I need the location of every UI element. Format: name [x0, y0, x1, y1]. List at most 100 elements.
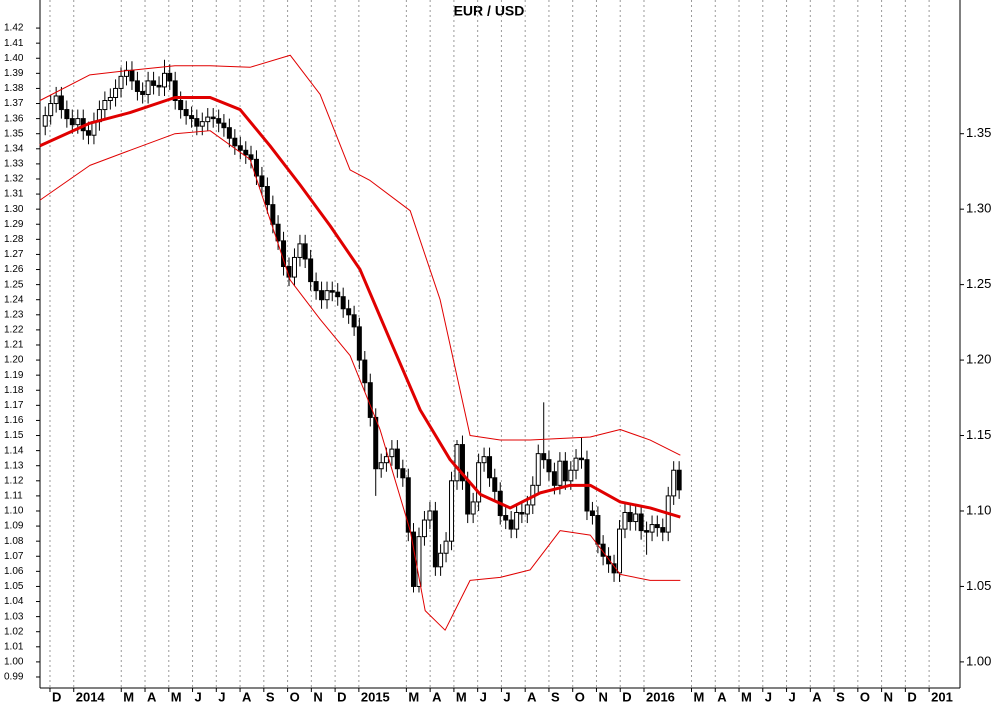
candle-body — [346, 308, 352, 316]
y-tick-label: 1.15 — [4, 430, 24, 441]
candle-body — [210, 116, 216, 120]
candle-body — [595, 515, 601, 545]
y-tick-label: 1.19 — [4, 370, 24, 381]
x-tick-label: D — [907, 689, 916, 704]
candle-body — [600, 543, 606, 557]
x-tick-label: D — [622, 689, 631, 704]
y-tick-label: 1.36 — [4, 113, 24, 124]
candle-body — [394, 448, 400, 470]
y-tick-label: 1.09 — [4, 521, 24, 532]
x-tick-label: D — [52, 689, 61, 704]
x-tick-label: N — [313, 689, 322, 704]
y-tick-label: 1.20 — [4, 355, 24, 366]
candle-body — [194, 118, 200, 127]
candle-body — [524, 504, 530, 515]
candle-body — [443, 540, 449, 554]
y-tick-label: 1.39 — [4, 68, 24, 79]
candle-body — [449, 480, 455, 542]
candle-body — [205, 116, 211, 123]
candle-body — [264, 186, 270, 206]
y-tick-label: 1.21 — [4, 340, 24, 351]
y-tick-label: 1.16 — [4, 415, 24, 426]
candle-body — [416, 536, 422, 587]
candle-body — [405, 477, 411, 533]
candle-body — [671, 469, 677, 497]
candle-body — [226, 127, 232, 139]
x-tick-label: A — [147, 689, 157, 704]
y-tick-label: 1.34 — [4, 143, 24, 154]
candle-body — [492, 477, 498, 492]
candle-body — [324, 290, 330, 301]
x-tick-label: 2014 — [76, 689, 106, 704]
candle-body — [476, 462, 482, 503]
y-tick-label: 1.28 — [4, 234, 24, 245]
candle-body — [373, 416, 379, 470]
candle-body — [167, 72, 173, 82]
candle-body — [459, 444, 465, 482]
y2-tick-label: 1.20 — [966, 352, 991, 367]
y2-tick-label: 1.10 — [966, 502, 991, 517]
candle-body — [589, 510, 595, 517]
y-tick-label: 1.37 — [4, 98, 24, 109]
candle-body — [275, 223, 281, 242]
y-tick-label: 1.03 — [4, 611, 24, 622]
candle-body — [107, 96, 113, 102]
candle-body — [58, 95, 64, 111]
candle-body — [64, 109, 70, 120]
x-tick-label: O — [575, 689, 585, 704]
y-tick-label: 1.25 — [4, 279, 24, 290]
y-tick-label: 1.01 — [4, 641, 24, 652]
candle-body — [400, 468, 406, 479]
candle-body — [568, 469, 574, 482]
candle-body — [535, 453, 541, 486]
candle-body — [551, 471, 557, 486]
candle-body — [151, 80, 157, 86]
y-tick-label: 1.27 — [4, 249, 24, 260]
candle-body — [649, 524, 655, 533]
candle-body — [351, 314, 357, 328]
x-tick-label: N — [598, 689, 607, 704]
candle-body — [367, 382, 373, 418]
y-tick-label: 1.26 — [4, 264, 24, 275]
y-tick-label: 1.31 — [4, 189, 24, 200]
candle-body — [383, 456, 389, 464]
x-tick-label: J — [503, 689, 510, 704]
candle-body — [519, 511, 525, 515]
candle-body — [172, 80, 178, 102]
x-tick-label: J — [480, 689, 487, 704]
y-tick-label: 1.06 — [4, 566, 24, 577]
y-tick-label: 0.99 — [4, 672, 24, 683]
y-tick-label: 1.05 — [4, 581, 24, 592]
y-tick-label: 1.23 — [4, 309, 24, 320]
candle-body — [514, 511, 520, 530]
x-tick-label: M — [741, 689, 752, 704]
candle-body — [340, 296, 346, 310]
candle-body — [633, 513, 639, 523]
y2-tick-label: 1.05 — [966, 578, 991, 593]
x-tick-label: A — [527, 689, 537, 704]
candle-body — [541, 453, 547, 461]
y-tick-label: 1.35 — [4, 128, 24, 139]
candle-body — [508, 519, 514, 530]
x-tick-label: J — [789, 689, 796, 704]
y-tick-label: 1.18 — [4, 385, 24, 396]
candle-body — [638, 513, 644, 532]
candle-body — [546, 459, 552, 473]
candle-body — [253, 158, 259, 177]
candle-body — [259, 175, 265, 188]
candle-body — [302, 243, 308, 260]
candle-body — [189, 115, 195, 120]
candle-body — [216, 118, 222, 124]
y-tick-label: 1.17 — [4, 400, 24, 411]
y2-tick-label: 1.15 — [966, 427, 991, 442]
candle-body — [129, 69, 135, 82]
candle-body — [617, 528, 623, 574]
candle-body — [562, 460, 568, 482]
candle-body — [237, 145, 243, 151]
y-tick-label: 1.07 — [4, 551, 24, 562]
y2-tick-label: 1.25 — [966, 276, 991, 291]
x-tick-label: 2015 — [361, 689, 390, 704]
y2-tick-label: 1.35 — [966, 125, 991, 140]
candle-body — [297, 243, 303, 258]
